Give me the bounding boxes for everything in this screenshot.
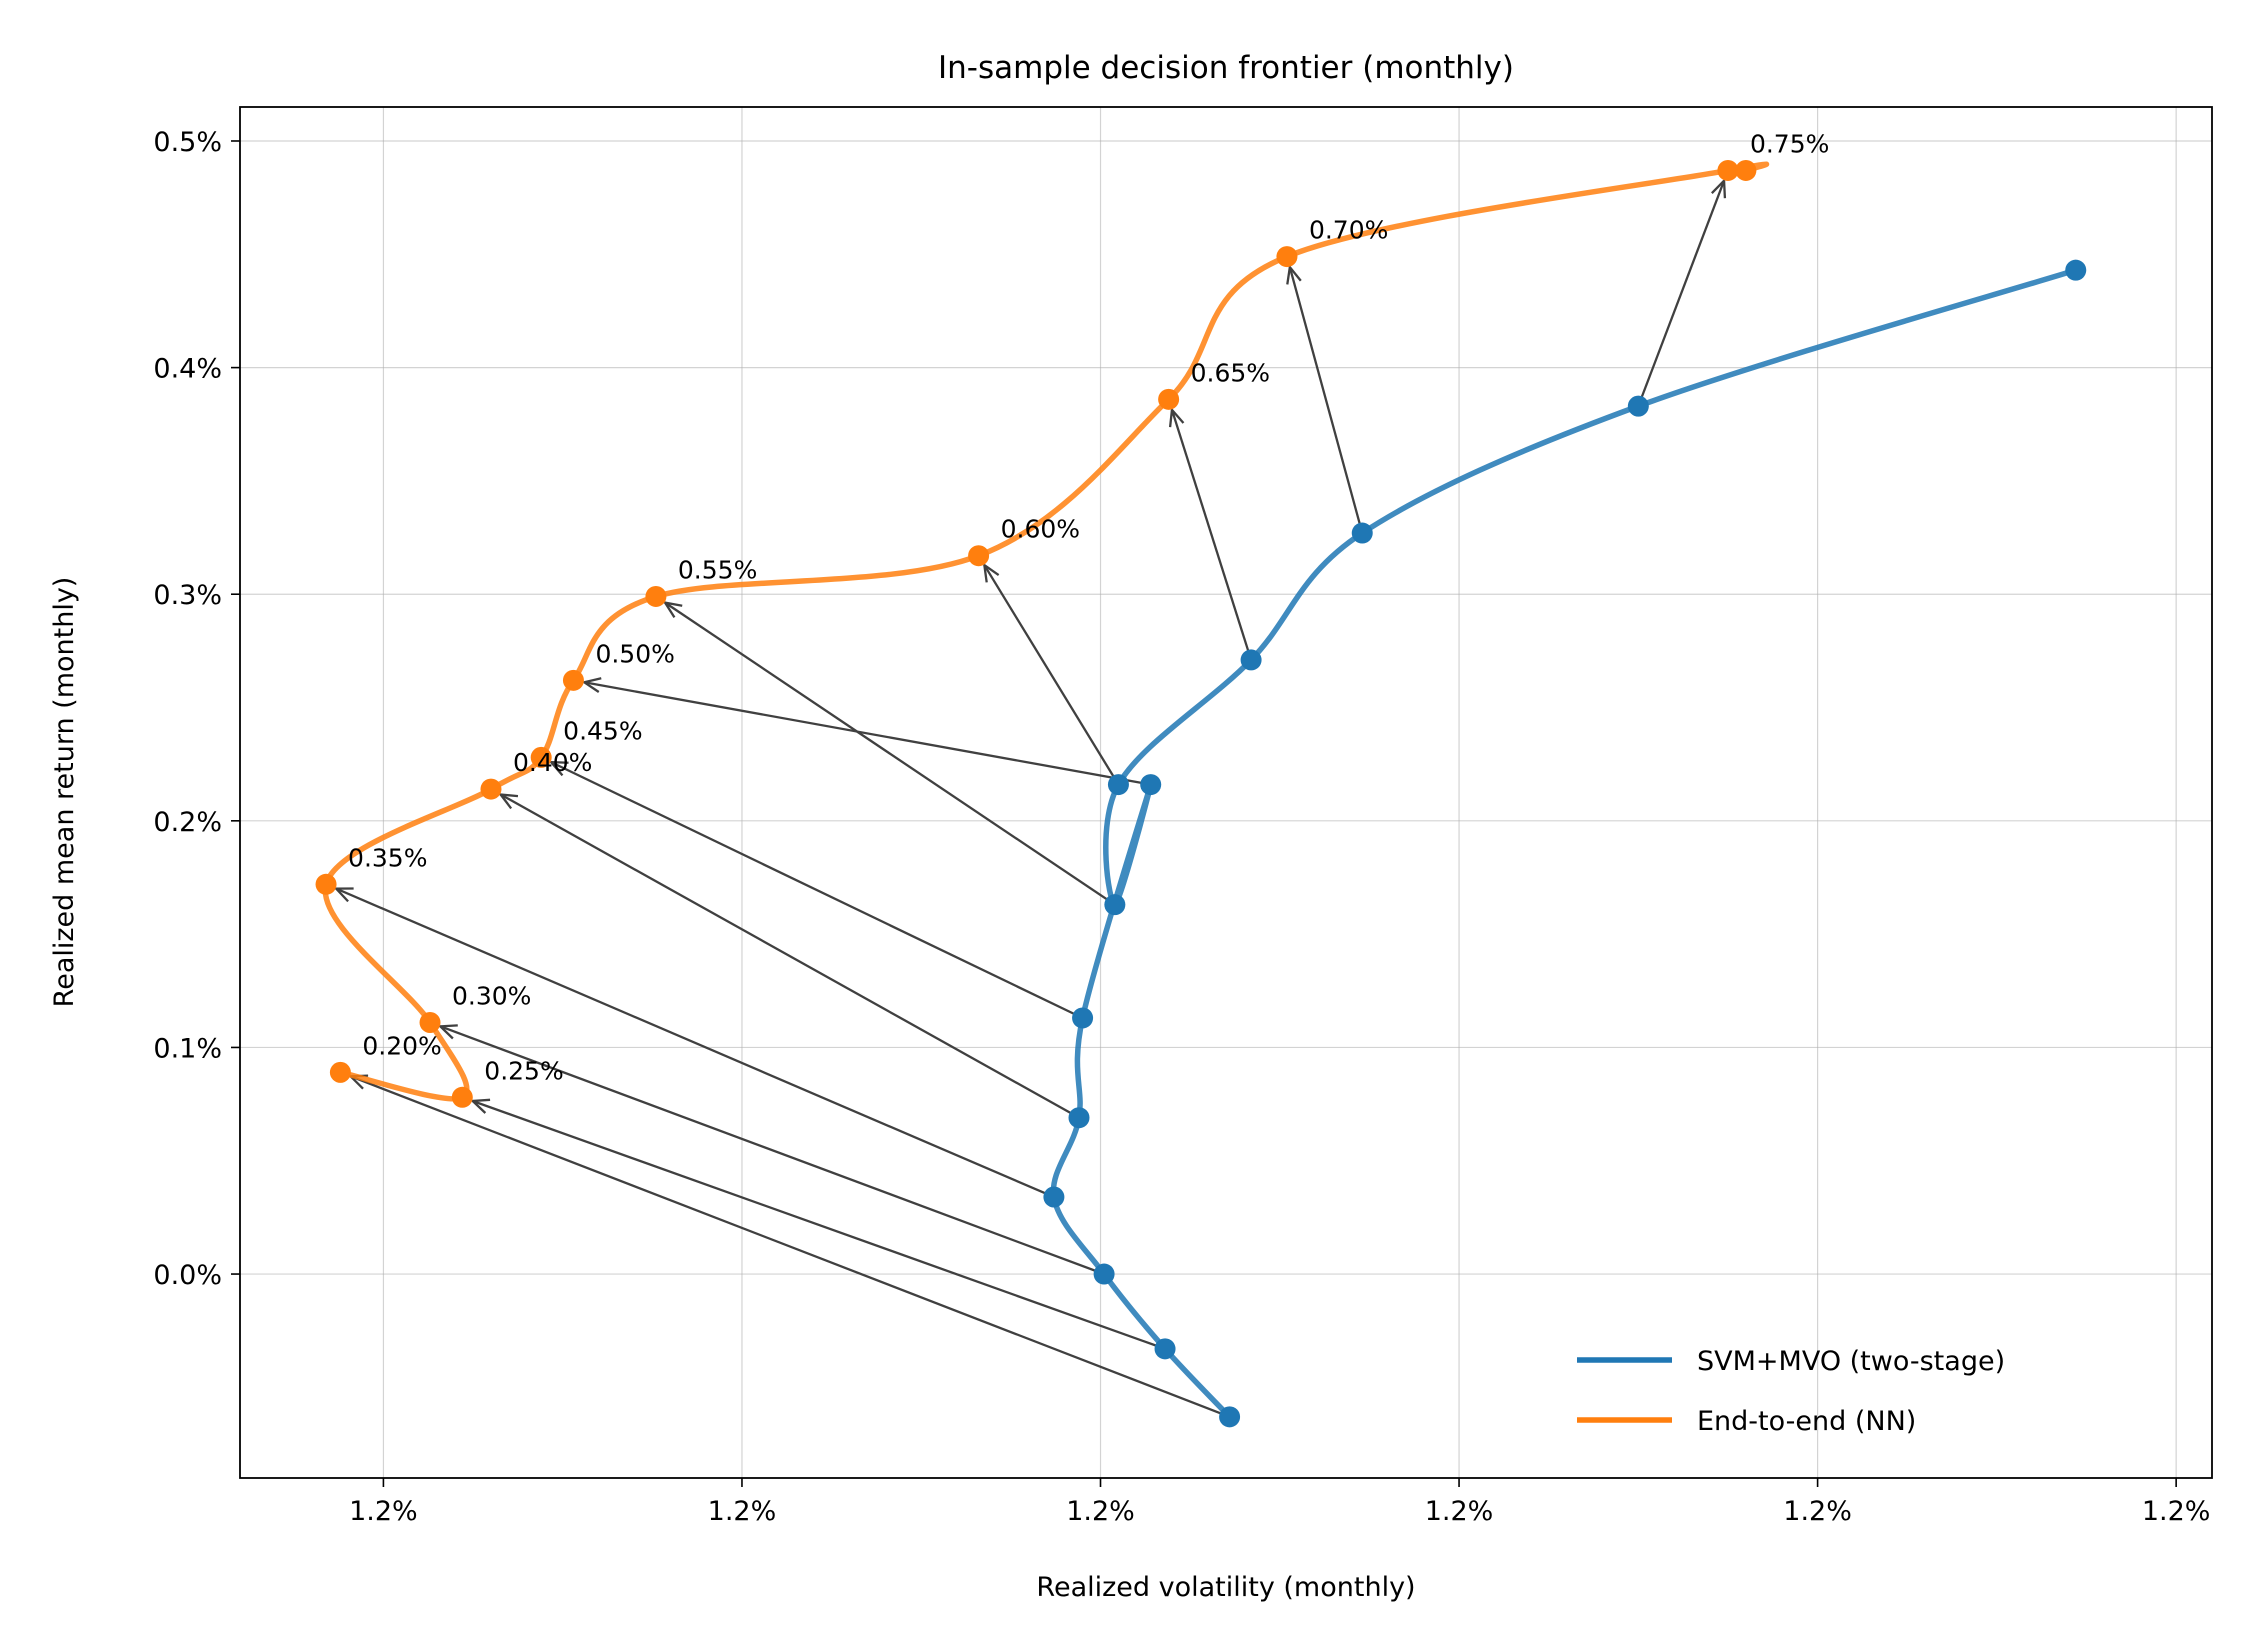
x-tick-label: 1.2% (708, 1496, 777, 1527)
data-point-svm (1154, 1338, 1176, 1360)
shift-arrow-head (548, 760, 569, 777)
shift-arrow-head (469, 1098, 491, 1114)
legend-label-e2e: End-to-end (NN) (1697, 1406, 1916, 1437)
tick-layer: 1.2% 1.2% 1.2% 1.2% 1.2% 1.2% 0.0% 0.1% 0.2% 0.3%… (153, 127, 2210, 1527)
data-point-e2e (645, 585, 667, 607)
shift-arrow-head (437, 1024, 458, 1040)
x-tick-label: 1.2% (1783, 1496, 1852, 1527)
shift-arrow (500, 793, 1073, 1115)
shift-arrow (350, 1075, 1223, 1415)
x-axis-label: Realized volatility (monthly) (1036, 1572, 1415, 1603)
target-return-label: 0.30% (452, 982, 531, 1011)
x-tick-label: 1.2% (2142, 1496, 2211, 1527)
data-point-e2e (1717, 159, 1739, 181)
target-return-label: 0.50% (595, 639, 674, 668)
shift-arrow (1288, 266, 1362, 526)
data-point-svm (1104, 894, 1126, 916)
point-layer (315, 159, 2087, 1428)
data-point-e2e (419, 1012, 441, 1034)
target-return-label: 0.55% (678, 555, 757, 584)
data-point-svm (1351, 522, 1373, 544)
data-point-e2e (480, 778, 502, 800)
shift-arrow (439, 1025, 1098, 1273)
y-tick-label: 0.5% (153, 127, 222, 158)
legend: SVM+MVO (two-stage) End-to-end (NN) (1577, 1346, 2005, 1437)
target-return-label: 0.60% (1001, 515, 1080, 544)
shift-arrow-head (1286, 264, 1302, 285)
data-point-e2e (530, 746, 552, 768)
x-tick-label: 1.2% (1425, 1496, 1494, 1527)
data-point-svm (1627, 395, 1649, 417)
shift-arrow (1640, 180, 1726, 400)
shift-arrow (584, 681, 1144, 785)
data-point-e2e (315, 873, 337, 895)
target-return-label: 0.65% (1191, 358, 1270, 387)
target-return-label: 0.40% (513, 748, 592, 777)
data-point-e2e (1158, 388, 1180, 410)
target-return-label: 0.25% (484, 1056, 563, 1085)
shift-arrow (550, 761, 1076, 1016)
y-axis-label: Realized mean return (monthly) (49, 577, 80, 1008)
shift-arrow-head (333, 887, 354, 903)
shift-arrow (983, 564, 1116, 779)
legend-label-svm: SVM+MVO (two-stage) (1697, 1346, 2005, 1377)
data-point-e2e (1735, 159, 1757, 181)
data-point-e2e (968, 545, 990, 567)
target-return-label: 0.45% (563, 716, 642, 745)
target-return-label: 0.35% (348, 843, 427, 872)
y-tick-label: 0.0% (153, 1260, 222, 1291)
data-point-e2e (562, 669, 584, 691)
y-tick-label: 0.3% (153, 580, 222, 611)
chart-title: In-sample decision frontier (monthly) (938, 50, 1514, 86)
shift-arrow-head (662, 601, 683, 618)
data-point-svm (1107, 774, 1129, 796)
shift-arrow (335, 887, 1048, 1195)
x-tick-label: 1.2% (1066, 1496, 1135, 1527)
arrow-layer (333, 178, 1727, 1415)
data-point-e2e (451, 1086, 473, 1108)
shift-arrow (472, 1099, 1158, 1348)
shift-arrow-head (1711, 178, 1727, 199)
data-point-svm (1093, 1263, 1115, 1285)
data-point-svm (1043, 1186, 1065, 1208)
shift-arrow-head (982, 562, 1000, 583)
data-point-svm (2065, 259, 2087, 281)
shift-arrow-head (498, 793, 519, 810)
x-tick-label: 1.2% (349, 1496, 418, 1527)
shift-arrow-head (581, 677, 602, 693)
data-point-e2e (1276, 246, 1298, 268)
data-point-svm (1072, 1007, 1094, 1029)
shift-arrow (1170, 409, 1250, 653)
y-tick-label: 0.1% (153, 1033, 222, 1064)
y-tick-label: 0.2% (153, 807, 222, 838)
grid-layer (240, 107, 2212, 1478)
target-return-label: 0.75% (1750, 129, 1829, 158)
target-return-label: 0.20% (362, 1031, 441, 1060)
target-return-label: 0.70% (1309, 216, 1388, 245)
shift-arrow (664, 601, 1109, 902)
y-tick-label: 0.4% (153, 354, 222, 385)
data-point-svm (1140, 774, 1162, 796)
plot-frame (239, 106, 2213, 1479)
data-point-e2e (329, 1061, 351, 1083)
data-point-svm (1240, 649, 1262, 671)
data-point-svm (1068, 1107, 1090, 1129)
annotation-layer: 0.20% 0.25% 0.30% 0.35% 0.40% 0.45% 0.50% 0.55%… (348, 129, 1829, 1085)
shift-arrow-head (1168, 407, 1185, 428)
data-point-svm (1219, 1406, 1241, 1428)
